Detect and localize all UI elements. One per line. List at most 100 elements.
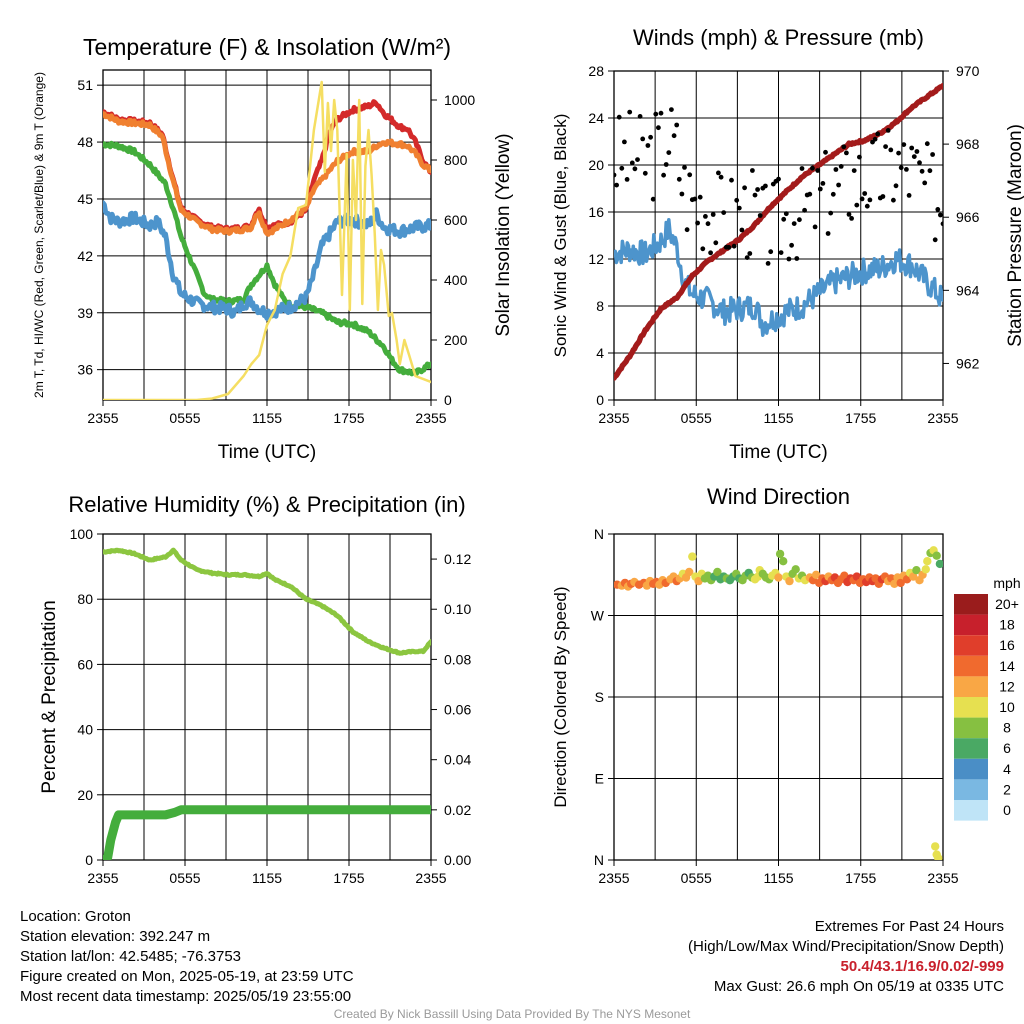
direction-point: [909, 572, 918, 581]
gust-point: [739, 227, 745, 233]
direction-point: [774, 573, 783, 582]
chart-title: Winds (mph) & Pressure (mb): [633, 25, 924, 50]
direction-point: [923, 557, 932, 566]
gust-point: [817, 186, 823, 192]
legend-swatch: [954, 594, 988, 615]
plot-area: [103, 80, 431, 400]
series-line-rh: [103, 547, 431, 656]
gust-point: [901, 142, 907, 148]
gust-point: [716, 170, 721, 176]
gust-point: [752, 192, 758, 198]
gust-point: [836, 182, 841, 188]
legend-label: 6: [1003, 740, 1011, 756]
y-tick-label: 0: [85, 852, 93, 868]
legend-swatch: [954, 779, 988, 800]
extremes-info: Extremes For Past 24 Hours (High/Low/Max…: [688, 917, 1004, 997]
legend-label: 8: [1003, 720, 1011, 736]
legend-label: 20+: [995, 596, 1019, 612]
gust-point: [820, 181, 826, 186]
credit-text: Created By Nick Bassill Using Data Provi…: [333, 1007, 691, 1021]
gust-point: [854, 202, 860, 208]
gust-point: [721, 210, 727, 216]
gust-point: [695, 220, 700, 226]
legend-title: mph: [993, 575, 1020, 591]
gust-point: [747, 251, 753, 256]
gust-point: [935, 207, 941, 212]
x-axis-label: Time (UTC): [729, 442, 828, 463]
x-tick-label: 2355: [598, 870, 629, 886]
gust-point: [864, 203, 870, 209]
gust-point: [666, 150, 672, 156]
legend-label: 10: [999, 699, 1015, 715]
y-right-tick-label: 400: [444, 272, 468, 288]
chart-title: Wind Direction: [707, 484, 850, 509]
gust-point: [676, 176, 682, 182]
x-tick-label: 2355: [415, 870, 446, 886]
gust-point: [924, 141, 930, 147]
gust-point: [726, 245, 732, 250]
gust-point: [830, 191, 836, 197]
plot-area: [103, 547, 431, 860]
direction-point: [688, 552, 697, 561]
gust-point: [682, 165, 687, 170]
direction-point: [811, 570, 821, 579]
max-gust-text: Max Gust: 26.6 mph On 05/19 at 0335 UTC: [713, 978, 1004, 995]
y-right-tick-label: 0.00: [444, 852, 471, 868]
x-tick-label: 1155: [252, 410, 282, 426]
gust-point: [778, 250, 784, 256]
gust-point: [815, 168, 821, 173]
direction-point: [775, 549, 785, 559]
gust-point: [700, 246, 706, 252]
gust-point: [763, 183, 768, 189]
legend-label: 4: [1003, 761, 1011, 777]
y-axis-label: Percent & Precipitation: [39, 600, 60, 793]
legend-label: 0: [1003, 802, 1011, 818]
gust-point: [799, 166, 805, 171]
series-line-orange: [103, 111, 431, 237]
gust-point: [862, 191, 868, 196]
latlon-text: Station lat/lon: 42.5485; -76.3753: [20, 948, 242, 965]
gust-point: [851, 168, 857, 174]
gust-point: [658, 110, 664, 116]
direction-point: [896, 578, 905, 588]
direction-point: [852, 572, 861, 581]
direction-point: [840, 571, 849, 580]
gust-point: [932, 237, 938, 243]
elevation-text: Station elevation: 392.247 m: [20, 928, 211, 945]
legend-swatch: [954, 697, 988, 718]
gust-point: [692, 196, 698, 202]
panel-2: Winds (mph) & Pressure (mb) 28 24 20 16 12 8 4 0…: [551, 25, 1024, 463]
gust-point: [697, 194, 703, 200]
gust-point: [744, 255, 750, 260]
legend-swatch: [954, 738, 988, 759]
gust-point: [867, 197, 873, 203]
chart-title: Relative Humidity (%) & Precipitation (i…: [68, 492, 465, 517]
gust-point: [938, 212, 943, 218]
series-line-yellow: [103, 80, 431, 400]
x-tick-label: 0555: [169, 410, 200, 426]
plot-area: [614, 546, 943, 860]
y-right-tick-label: 0.08: [444, 651, 471, 667]
gust-point: [648, 134, 653, 140]
gust-point: [640, 136, 646, 142]
direction-point: [791, 565, 800, 574]
legend-swatch: [954, 758, 988, 780]
gust-point: [917, 160, 922, 166]
y-tick-label: 40: [77, 722, 93, 738]
legend-swatch: [954, 800, 988, 821]
direction-point: [935, 559, 943, 569]
y-tick-label: 24: [588, 110, 604, 126]
y-tick-label: 20: [588, 157, 604, 173]
y-tick-label: 60: [77, 656, 93, 672]
x-tick-label: 2355: [415, 410, 446, 426]
gust-point: [619, 165, 625, 171]
gust-point: [622, 139, 627, 145]
gust-point: [781, 216, 787, 222]
y-tick-label: E: [595, 771, 604, 787]
gust-point: [838, 164, 844, 169]
x-tick-label: 0555: [681, 410, 712, 426]
panel-4: Wind Direction N W S E N 2355 0555 1155 1755 2355 D…: [551, 484, 1021, 886]
x-tick-label: 2355: [927, 410, 958, 426]
gust-point: [616, 114, 622, 120]
